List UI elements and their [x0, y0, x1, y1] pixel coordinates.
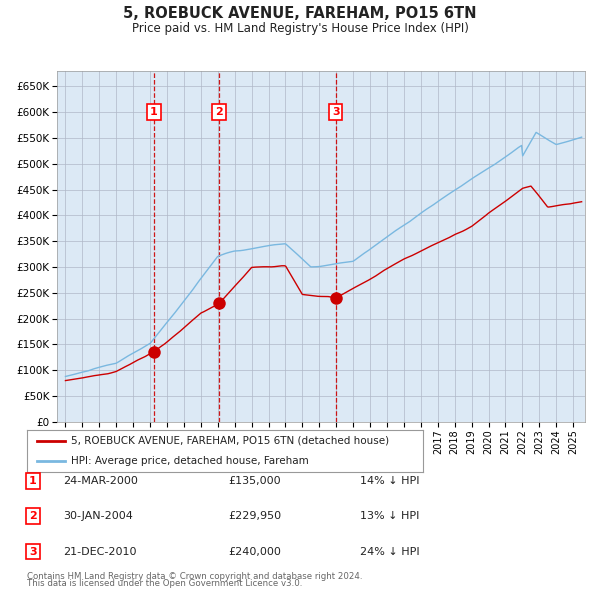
Text: £135,000: £135,000 [228, 476, 281, 486]
Text: Price paid vs. HM Land Registry's House Price Index (HPI): Price paid vs. HM Land Registry's House … [131, 22, 469, 35]
Text: 21-DEC-2010: 21-DEC-2010 [63, 547, 137, 556]
Text: 2: 2 [29, 512, 37, 521]
Text: 2: 2 [215, 107, 223, 117]
Text: 24-MAR-2000: 24-MAR-2000 [63, 476, 138, 486]
Text: 5, ROEBUCK AVENUE, FAREHAM, PO15 6TN: 5, ROEBUCK AVENUE, FAREHAM, PO15 6TN [123, 6, 477, 21]
Text: HPI: Average price, detached house, Fareham: HPI: Average price, detached house, Fare… [71, 455, 308, 466]
Text: 1: 1 [29, 476, 37, 486]
Text: 13% ↓ HPI: 13% ↓ HPI [360, 512, 419, 521]
Text: 3: 3 [29, 547, 37, 556]
Text: 24% ↓ HPI: 24% ↓ HPI [360, 547, 419, 556]
Text: 14% ↓ HPI: 14% ↓ HPI [360, 476, 419, 486]
Text: Contains HM Land Registry data © Crown copyright and database right 2024.: Contains HM Land Registry data © Crown c… [27, 572, 362, 581]
Text: 30-JAN-2004: 30-JAN-2004 [63, 512, 133, 521]
Text: 5, ROEBUCK AVENUE, FAREHAM, PO15 6TN (detached house): 5, ROEBUCK AVENUE, FAREHAM, PO15 6TN (de… [71, 436, 389, 446]
Text: This data is licensed under the Open Government Licence v3.0.: This data is licensed under the Open Gov… [27, 579, 302, 588]
Text: 1: 1 [150, 107, 158, 117]
Text: 3: 3 [332, 107, 340, 117]
Text: £229,950: £229,950 [228, 512, 281, 521]
Text: £240,000: £240,000 [228, 547, 281, 556]
